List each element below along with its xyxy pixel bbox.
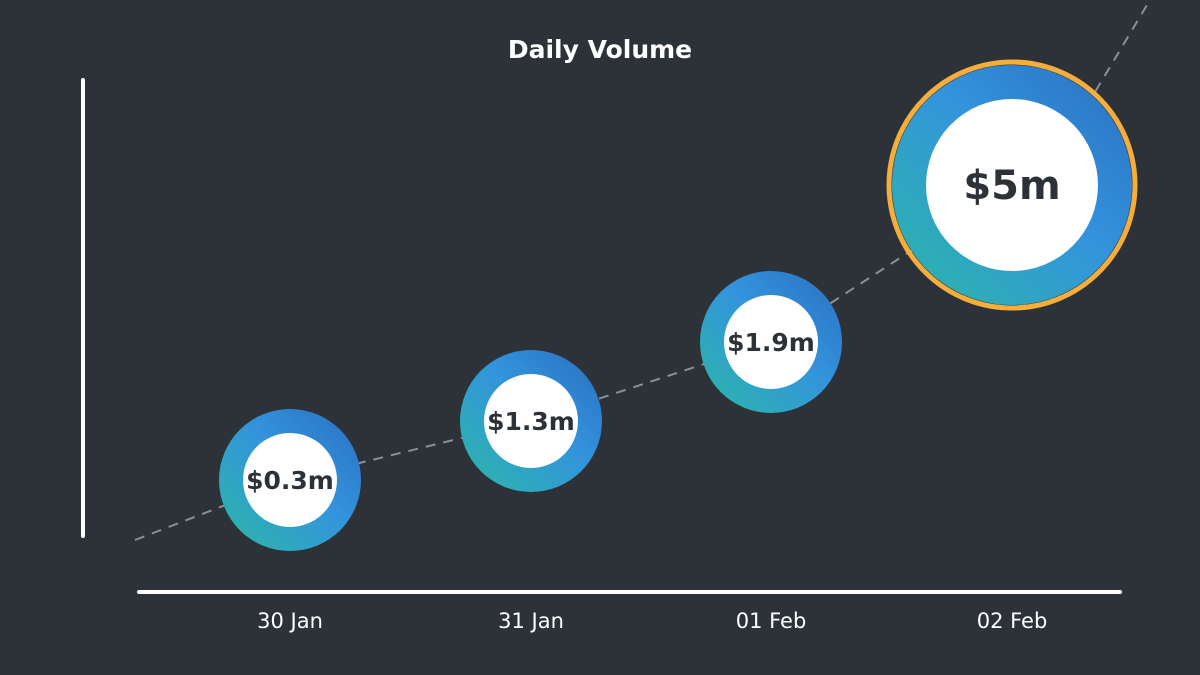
x-tick-label: 02 Feb [977, 609, 1048, 633]
chart-title: Daily Volume [508, 35, 692, 64]
data-point-3: $5m [886, 59, 1138, 311]
x-tick-label: 01 Feb [736, 609, 807, 633]
data-point-2: $1.9m [700, 271, 842, 413]
x-tick-label: 31 Jan [498, 609, 564, 633]
data-point-1: $1.3m [460, 350, 602, 492]
bubble-center [926, 99, 1098, 271]
bubble-center [484, 374, 578, 468]
data-label: $5m [963, 163, 1060, 209]
highlight-ring [886, 59, 1138, 311]
x-tick-label: 30 Jan [257, 609, 323, 633]
data-label: $0.3m [246, 466, 334, 495]
bubble-center [243, 433, 337, 527]
data-point-0: $0.3m [219, 409, 361, 551]
data-label: $1.3m [487, 407, 575, 436]
data-label: $1.9m [727, 328, 815, 357]
bubble-center [724, 295, 818, 389]
